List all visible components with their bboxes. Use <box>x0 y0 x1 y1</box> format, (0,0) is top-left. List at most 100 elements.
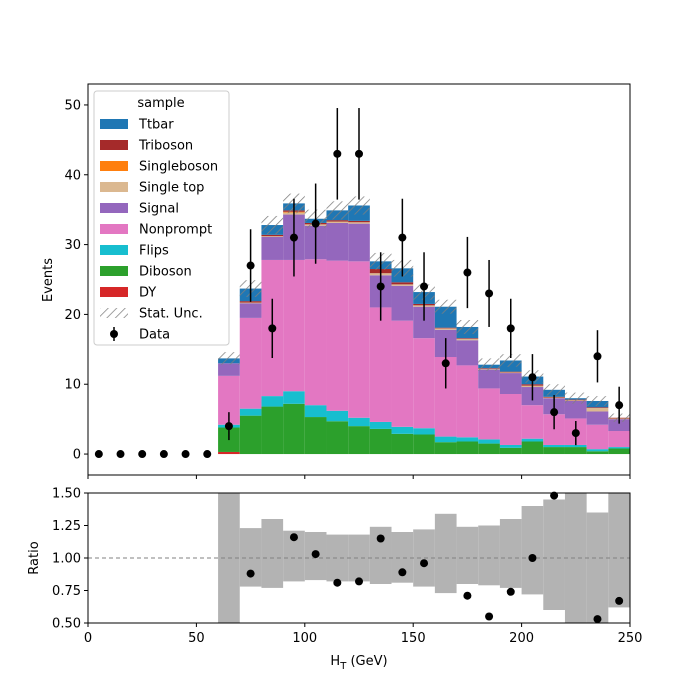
legend-label: Signal <box>139 202 179 217</box>
y-tick-label: 0.50 <box>52 617 81 632</box>
bar-diboson <box>586 451 609 455</box>
bar-signal <box>326 222 349 261</box>
bar-diboson <box>434 442 457 455</box>
legend: sample Ttbar Triboson Singleboson Single to… <box>93 90 230 346</box>
bar-diboson <box>391 433 414 455</box>
data-point <box>268 324 277 333</box>
legend-title: sample <box>137 96 184 111</box>
bar-single-top <box>456 338 479 341</box>
bar-signal <box>478 369 500 389</box>
stat-unc-bin <box>434 299 457 314</box>
bar-triboson <box>261 234 284 237</box>
legend-box <box>93 90 230 346</box>
bar-single-top <box>261 236 284 237</box>
data-point <box>333 149 342 158</box>
bar-signal <box>391 285 414 321</box>
ratio-point <box>528 554 537 562</box>
y-tick-label: 1.25 <box>52 519 81 534</box>
bar-flips <box>326 410 349 422</box>
bar-diboson <box>261 406 284 455</box>
legend-swatch <box>100 287 128 297</box>
data-point <box>246 261 255 270</box>
main-y-axis-label: Events <box>41 258 56 302</box>
legend-label: Nonprompt <box>139 223 212 238</box>
ratio-band-bin <box>564 493 587 623</box>
bar-flips <box>456 437 479 442</box>
bar-flips <box>434 436 457 443</box>
bar-triboson <box>391 282 414 285</box>
legend-swatch <box>100 203 128 213</box>
bar-diboson <box>283 403 305 455</box>
y-tick-label: 1.00 <box>52 552 81 567</box>
data-point <box>420 282 429 291</box>
data-point <box>398 233 407 242</box>
x-axis-label: HT (GeV) <box>330 654 387 672</box>
y-tick-label: 40 <box>64 168 81 183</box>
bar-single-top <box>586 407 609 412</box>
x-tick-label: 100 <box>292 631 317 646</box>
ratio-band-bin <box>456 526 479 584</box>
legend-label: Triboson <box>138 139 193 154</box>
data-point <box>355 149 363 158</box>
ratio-points <box>246 491 624 624</box>
ratio-y-axis-ticks: 0.50 0.75 1.00 1.25 1.50 <box>52 487 88 632</box>
bar-nonprompt <box>239 317 262 409</box>
bar-nonprompt <box>283 259 305 392</box>
data-points <box>94 108 624 459</box>
bar-signal <box>586 411 609 425</box>
ratio-band-bin <box>239 528 262 587</box>
bar-diboson <box>543 447 565 455</box>
bar-single-top <box>499 372 522 374</box>
legend-label: Stat. Unc. <box>139 307 203 322</box>
legend-swatch <box>100 119 128 129</box>
ratio-point <box>420 559 429 568</box>
bar-triboson <box>499 371 522 373</box>
main-axes-frame <box>87 83 631 476</box>
bar-triboson <box>434 327 457 329</box>
data-point <box>593 352 602 361</box>
bar-nonprompt <box>218 375 240 425</box>
bar-flips <box>543 444 565 448</box>
x-tick-label: 50 <box>188 631 205 646</box>
ratio-band-bin <box>391 532 414 583</box>
ratio-band-bin <box>543 499 565 610</box>
data-point <box>311 219 320 228</box>
bar-flips <box>283 391 305 404</box>
bar-signal <box>564 400 587 419</box>
bar-single-top <box>239 302 262 304</box>
bar-diboson <box>499 447 522 455</box>
bar-diboson <box>521 441 544 455</box>
bar-diboson <box>608 448 630 455</box>
ratio-point <box>463 591 472 600</box>
bar-nonprompt <box>304 259 327 406</box>
stat-unc-bin <box>218 352 240 365</box>
bar-signal <box>413 306 435 339</box>
bar-flips <box>369 421 392 429</box>
stacked-histogram-bars <box>218 203 630 455</box>
y-tick-label: 50 <box>64 98 81 113</box>
data-point <box>376 282 385 291</box>
ratio-band-bin <box>499 519 522 588</box>
legend-swatch <box>100 224 128 234</box>
stat-unc-bin <box>543 384 565 396</box>
legend-swatch <box>100 140 128 150</box>
stat-unc-bin <box>348 196 370 215</box>
bar-nonprompt <box>413 338 435 429</box>
bar-nonprompt <box>499 394 522 445</box>
x-tick-label: 0 <box>84 631 92 646</box>
ratio-x-axis-ticks: 0 50 100 150 200 250 <box>84 623 642 646</box>
legend-label: Ttbar <box>138 118 174 133</box>
data-point <box>528 373 537 382</box>
x-tick-label: 200 <box>509 631 534 646</box>
bar-signal <box>239 303 262 318</box>
data-point <box>571 429 580 438</box>
ratio-point <box>289 533 298 542</box>
bar-signal <box>608 419 630 432</box>
stat-unc-bin <box>478 358 500 371</box>
legend-label: Diboson <box>139 265 192 280</box>
legend-label: Data <box>139 328 170 343</box>
data-point <box>203 450 212 459</box>
bar-signal <box>261 236 284 260</box>
legend-data-marker <box>110 330 118 338</box>
